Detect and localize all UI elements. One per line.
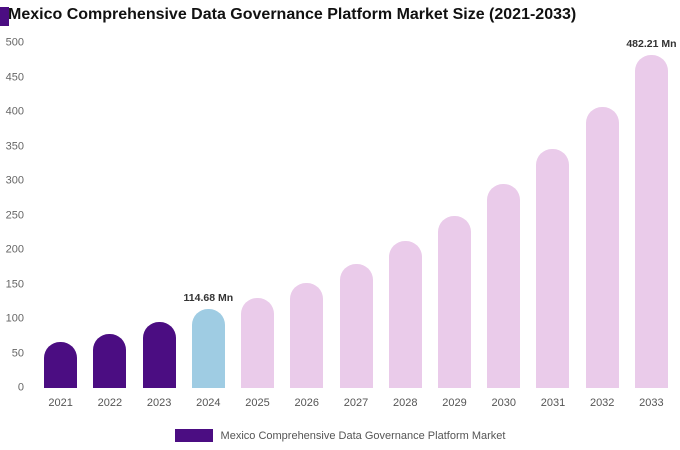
x-tick-label: 2022 bbox=[97, 397, 123, 409]
bar-2031 bbox=[536, 148, 570, 388]
x-tick-label: 2031 bbox=[540, 397, 566, 409]
data-label: 114.68 Mn bbox=[183, 291, 234, 304]
brand-mark bbox=[0, 7, 9, 26]
bar-slot: 482.21 Mn 2033 bbox=[626, 38, 677, 409]
bar-2023 bbox=[142, 322, 176, 388]
plot-area: 2021 2022 2023 114.68 Mn 2024 2025 2026 2027 202… bbox=[36, 38, 677, 409]
bar-slot: 2025 bbox=[233, 43, 282, 409]
y-tick-label: 0 bbox=[17, 381, 24, 394]
y-tick-label: 500 bbox=[5, 36, 24, 49]
bar-slot: 2021 bbox=[36, 43, 85, 409]
bar-slot: 2027 bbox=[331, 43, 380, 409]
bar-2024: 114.68 Mn bbox=[184, 292, 233, 388]
x-tick-label: 2028 bbox=[393, 397, 418, 409]
bar-slot: 2029 bbox=[430, 43, 479, 409]
bar-2026 bbox=[290, 283, 324, 388]
x-tick-label: 2032 bbox=[589, 397, 615, 409]
bar-2028 bbox=[388, 241, 422, 388]
y-tick-label: 250 bbox=[5, 209, 24, 221]
y-axis: 0 50 100 150 200 250 300 350 400 450 500 bbox=[0, 37, 28, 393]
chart-title: Mexico Comprehensive Data Governance Pla… bbox=[8, 6, 577, 23]
legend-swatch bbox=[174, 429, 213, 442]
bar-slot: 2031 bbox=[528, 43, 577, 409]
y-tick-label: 300 bbox=[5, 174, 24, 187]
y-tick-label: 200 bbox=[5, 243, 24, 256]
x-tick-label: 2029 bbox=[442, 397, 467, 409]
bar-2022 bbox=[93, 334, 127, 388]
bar-slot: 114.68 Mn 2024 bbox=[184, 43, 234, 409]
y-tick-label: 100 bbox=[5, 312, 24, 325]
bar-slot: 2023 bbox=[134, 43, 183, 409]
x-tick-label: 2024 bbox=[196, 397, 221, 409]
bar-2027 bbox=[339, 263, 373, 388]
y-tick-label: 450 bbox=[5, 71, 24, 83]
x-tick-label: 2023 bbox=[146, 397, 172, 409]
bar-slot: 2026 bbox=[282, 43, 331, 409]
x-tick-label: 2030 bbox=[491, 397, 516, 409]
data-label: 482.21 Mn bbox=[626, 38, 677, 51]
bar-slot: 2032 bbox=[578, 43, 627, 409]
bar-2030 bbox=[487, 184, 521, 388]
y-tick-label: 50 bbox=[11, 347, 24, 359]
bar-2033: 482.21 Mn bbox=[626, 38, 677, 388]
x-tick-label: 2025 bbox=[245, 397, 270, 409]
bar-2032 bbox=[585, 107, 619, 388]
legend-label: Mexico Comprehensive Data Governance Pla… bbox=[220, 429, 506, 442]
x-tick-label: 2033 bbox=[639, 397, 664, 409]
legend: Mexico Comprehensive Data Governance Pla… bbox=[0, 429, 680, 442]
y-tick-label: 150 bbox=[5, 278, 24, 290]
x-tick-label: 2026 bbox=[294, 397, 320, 409]
y-tick-label: 350 bbox=[5, 140, 24, 152]
bar-slot: 2028 bbox=[381, 43, 430, 409]
bar-2025 bbox=[241, 298, 275, 388]
bar-2029 bbox=[437, 215, 471, 388]
y-tick-label: 400 bbox=[5, 105, 24, 118]
bar-slot: 2022 bbox=[85, 43, 134, 409]
bar-slot: 2030 bbox=[479, 43, 528, 409]
bar-2021 bbox=[44, 341, 78, 388]
x-tick-label: 2021 bbox=[48, 397, 73, 409]
x-tick-label: 2027 bbox=[343, 397, 369, 409]
